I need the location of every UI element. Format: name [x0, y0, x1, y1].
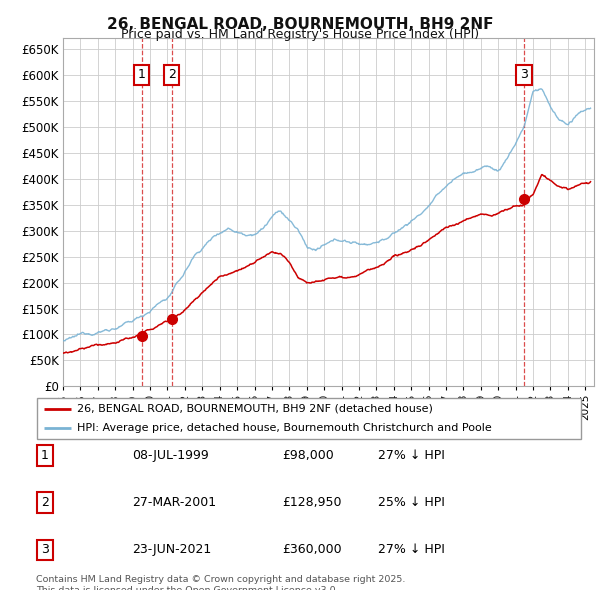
- Text: Price paid vs. HM Land Registry's House Price Index (HPI): Price paid vs. HM Land Registry's House …: [121, 28, 479, 41]
- Text: 08-JUL-1999: 08-JUL-1999: [132, 449, 209, 462]
- Text: 1: 1: [41, 449, 49, 462]
- Text: 25% ↓ HPI: 25% ↓ HPI: [378, 496, 445, 509]
- Text: 27-MAR-2001: 27-MAR-2001: [132, 496, 216, 509]
- Text: 2: 2: [167, 68, 176, 81]
- Text: 26, BENGAL ROAD, BOURNEMOUTH, BH9 2NF: 26, BENGAL ROAD, BOURNEMOUTH, BH9 2NF: [107, 17, 493, 31]
- Text: HPI: Average price, detached house, Bournemouth Christchurch and Poole: HPI: Average price, detached house, Bour…: [77, 423, 492, 433]
- Text: £128,950: £128,950: [282, 496, 341, 509]
- Text: 23-JUN-2021: 23-JUN-2021: [132, 543, 211, 556]
- Text: 2: 2: [41, 496, 49, 509]
- Text: 3: 3: [41, 543, 49, 556]
- Text: Contains HM Land Registry data © Crown copyright and database right 2025.
This d: Contains HM Land Registry data © Crown c…: [36, 575, 406, 590]
- Text: 3: 3: [520, 68, 528, 81]
- Text: 27% ↓ HPI: 27% ↓ HPI: [378, 543, 445, 556]
- Text: 26, BENGAL ROAD, BOURNEMOUTH, BH9 2NF (detached house): 26, BENGAL ROAD, BOURNEMOUTH, BH9 2NF (d…: [77, 404, 433, 414]
- Text: £360,000: £360,000: [282, 543, 341, 556]
- Text: £98,000: £98,000: [282, 449, 334, 462]
- Text: 1: 1: [138, 68, 146, 81]
- FancyBboxPatch shape: [37, 398, 581, 439]
- Text: 27% ↓ HPI: 27% ↓ HPI: [378, 449, 445, 462]
